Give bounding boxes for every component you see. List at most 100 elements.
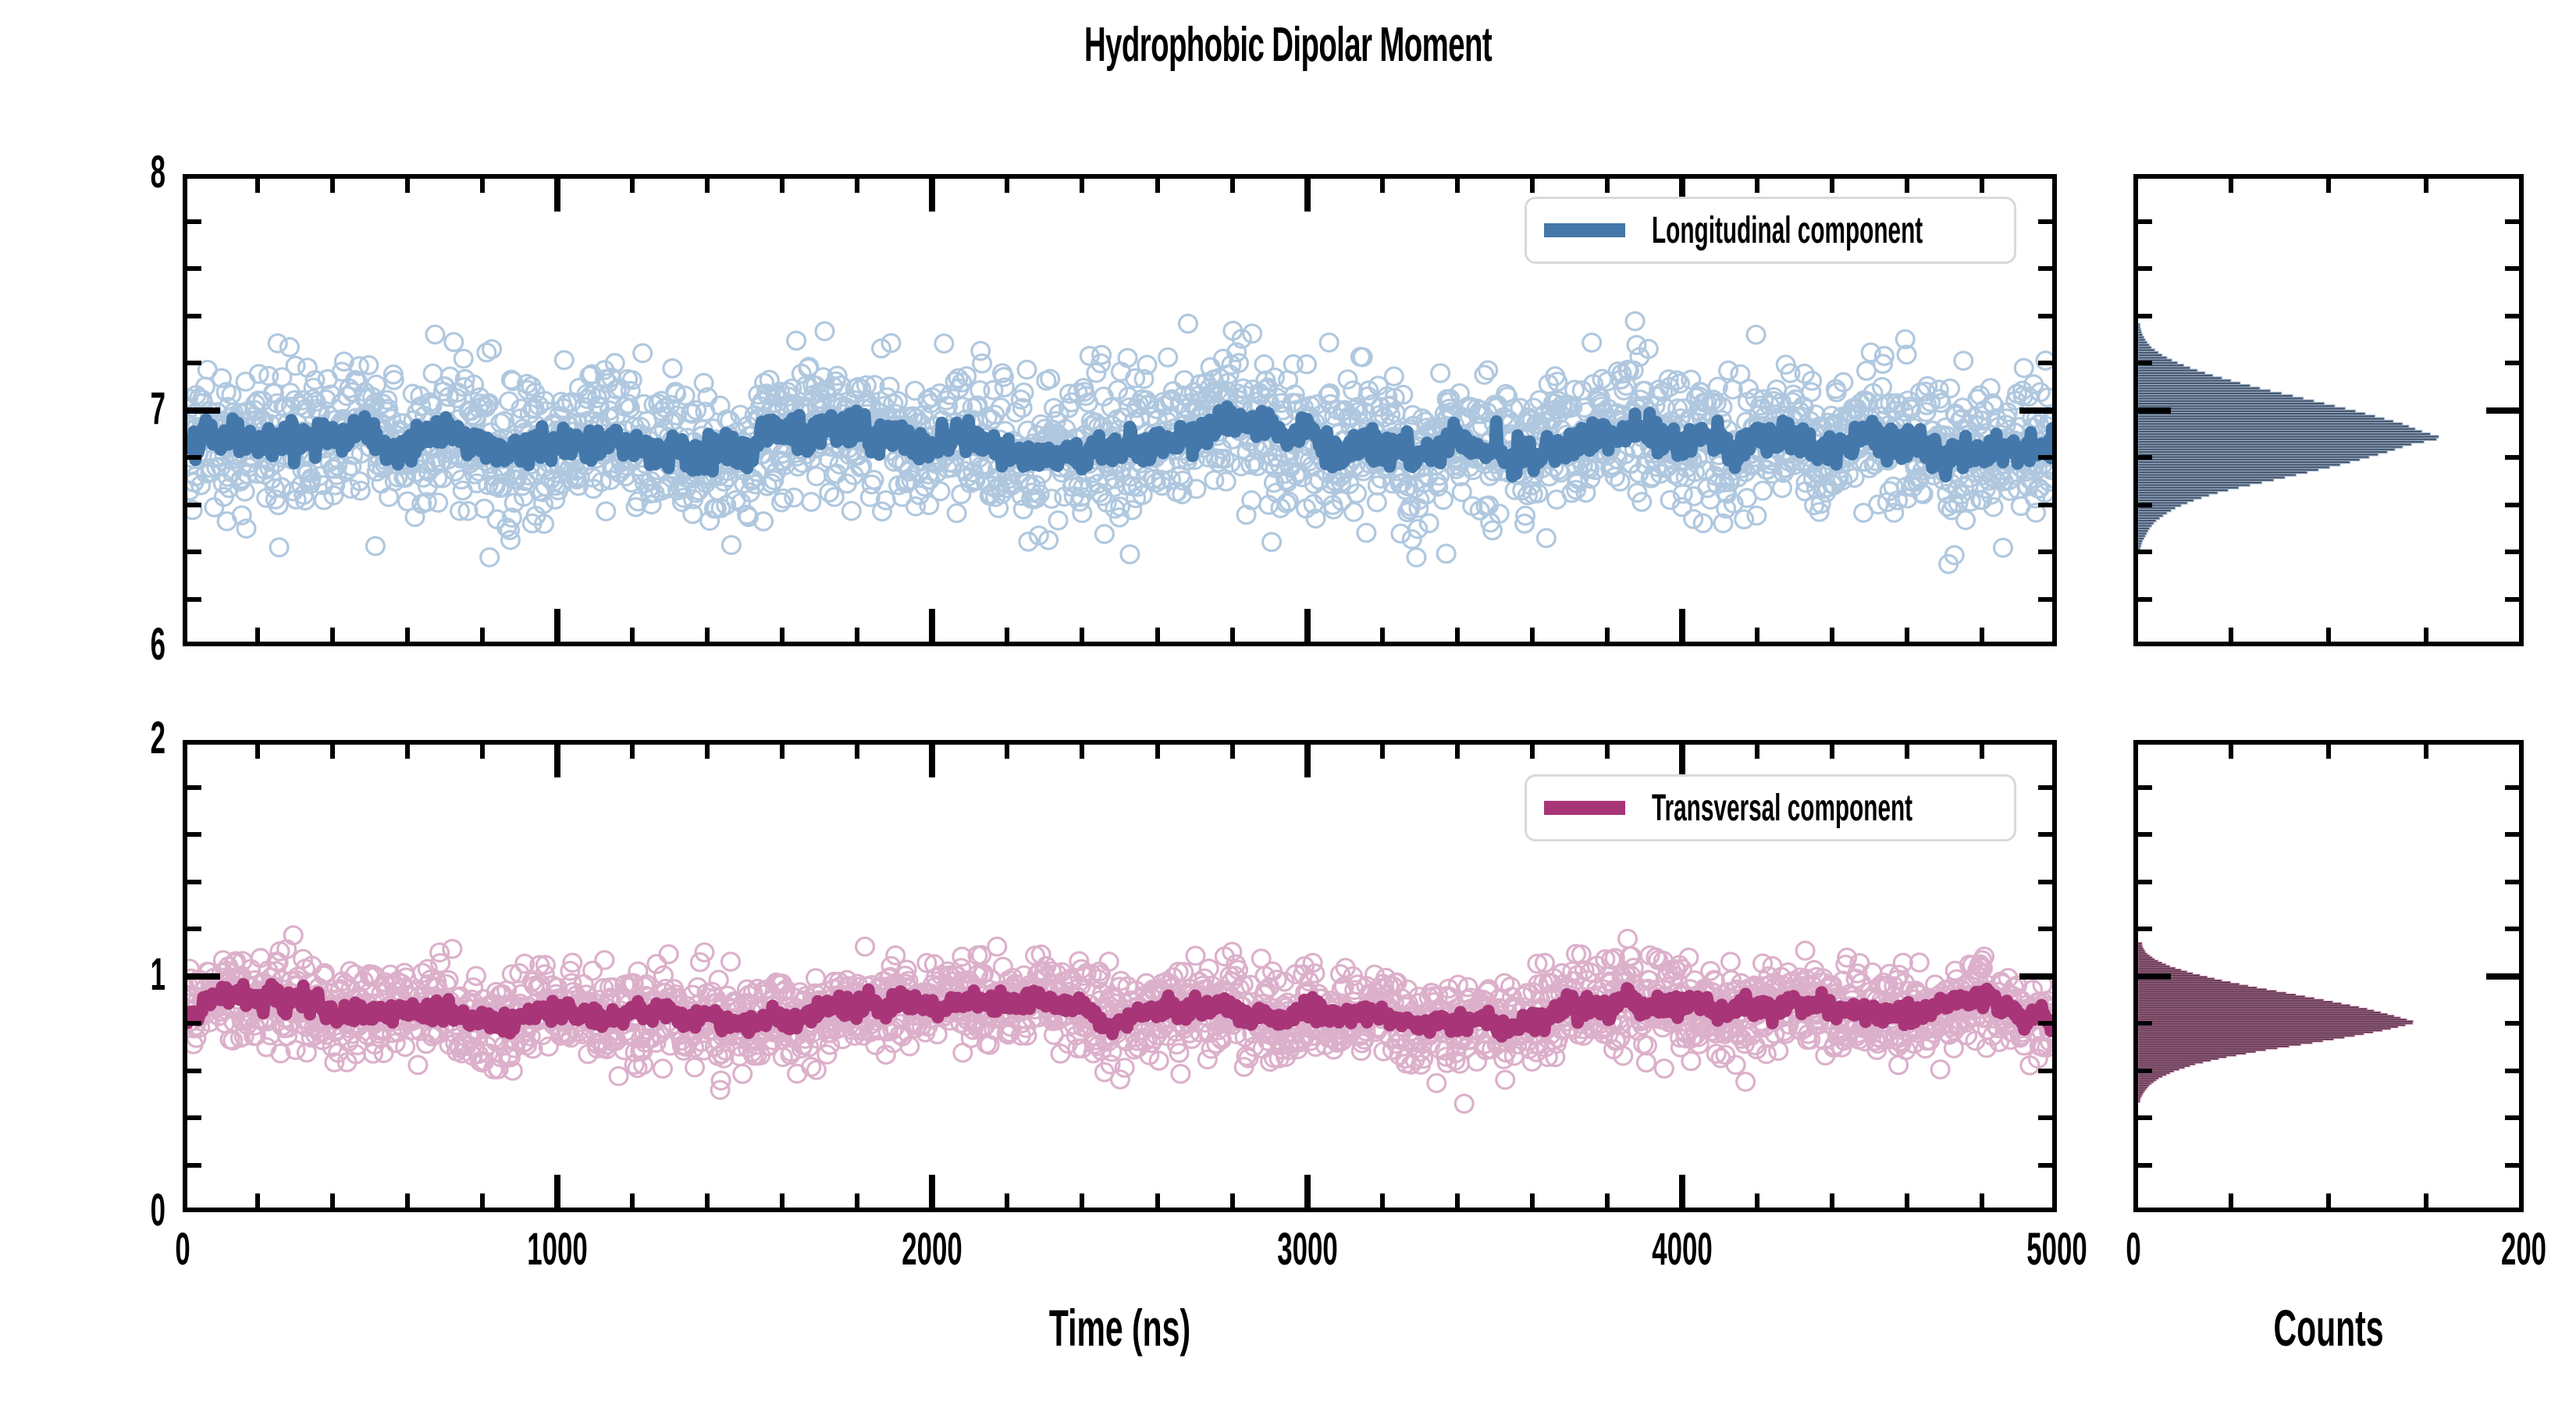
axis-tick (2138, 502, 2152, 507)
axis-tick (2138, 832, 2152, 837)
axis-tick (1080, 628, 1085, 642)
axis-tick (2326, 179, 2331, 193)
axis-tick (1604, 745, 1610, 759)
axis-tick (330, 745, 336, 759)
axis-tick (2229, 628, 2233, 642)
axis-tick (1979, 179, 1984, 193)
axis-tick (2229, 179, 2233, 193)
axis-tick (480, 179, 486, 193)
legend-transversal[interactable]: Transversal component (1525, 774, 2016, 841)
axis-tick (2138, 1162, 2152, 1168)
legend-longitudinal[interactable]: Longitudinal component (1525, 197, 2016, 264)
axis-tick (2424, 628, 2428, 642)
axis-tick (2038, 361, 2052, 365)
axis-tick (2229, 745, 2233, 759)
axis-tick (1229, 1193, 1235, 1208)
x-axis-label-time: Time (ns) (1048, 1299, 1191, 1357)
axis-tick (2038, 550, 2052, 554)
axis-tick (2424, 1193, 2428, 1208)
axis-tick (2505, 361, 2519, 365)
axis-tick (705, 1193, 710, 1208)
axis-tick (2038, 455, 2052, 460)
axis-tick (187, 502, 201, 507)
axis-tick (2326, 745, 2331, 759)
axis-tick (855, 179, 860, 193)
axis-tick (1904, 1193, 1909, 1208)
axis-tick (2038, 784, 2052, 790)
axis-tick (2019, 407, 2052, 414)
axis-tick (855, 628, 860, 642)
axis-tick (630, 628, 635, 642)
axis-tick (187, 596, 201, 602)
axis-tick (1678, 609, 1685, 642)
axis-tick (187, 407, 220, 414)
axis-tick (554, 745, 561, 777)
chart-title: Hydrophobic Dipolar Moment (1083, 18, 1493, 72)
axis-tick (405, 1193, 411, 1208)
axis-tick (2505, 596, 2519, 602)
axis-tick (1155, 628, 1160, 642)
axis-tick (2486, 973, 2519, 980)
axis-tick (2138, 784, 2152, 790)
axis-tick (1304, 745, 1311, 777)
axis-tick (187, 973, 220, 980)
axis-tick (2505, 455, 2519, 460)
axis-tick (1979, 745, 1984, 759)
axis-tick (1529, 745, 1535, 759)
axis-tick (187, 784, 201, 790)
axis-tick (187, 1068, 201, 1073)
axis-tick (1080, 179, 1085, 193)
axis-tick (780, 745, 785, 759)
axis-tick (2326, 1193, 2331, 1208)
histogram-bar (2138, 322, 2140, 327)
axis-tick (2138, 1115, 2152, 1120)
x-axis-label-counts: Counts (2273, 1299, 2384, 1357)
axis-tick (2038, 832, 2052, 837)
axis-tick (1678, 179, 1685, 212)
axis-tick (187, 1115, 201, 1120)
axis-tick (1829, 179, 1834, 193)
axis-tick (1454, 179, 1460, 193)
axis-tick (2486, 407, 2519, 414)
axis-tick (1229, 628, 1235, 642)
x-tick-label: 4000 (1652, 1224, 1713, 1275)
axis-tick (2505, 550, 2519, 554)
axis-tick (2138, 407, 2171, 414)
axis-tick (1379, 628, 1385, 642)
axis-tick (705, 179, 710, 193)
axis-tick (187, 1021, 201, 1026)
axis-tick (1229, 745, 1235, 759)
x-tick-label: 200 (2500, 1224, 2547, 1275)
axis-tick (1454, 628, 1460, 642)
axis-tick (187, 266, 201, 271)
axis-tick (1754, 179, 1759, 193)
transversal-plot-canvas (187, 925, 2052, 1114)
histogram-bar (2138, 941, 2143, 945)
axis-tick (929, 745, 936, 777)
longitudinal-histogram-canvas (2138, 322, 2439, 553)
axis-tick (554, 179, 561, 212)
axis-tick (2138, 596, 2152, 602)
transversal-histogram-panel (2133, 740, 2524, 1212)
legend-label-transversal: Transversal component (1652, 787, 1913, 829)
axis-tick (2038, 1068, 2052, 1073)
axis-tick (187, 313, 201, 318)
longitudinal-histogram-panel (2133, 174, 2524, 646)
axis-tick (2019, 973, 2052, 980)
axis-tick (2505, 266, 2519, 271)
axis-tick (2229, 1193, 2233, 1208)
axis-tick (187, 832, 201, 837)
axis-tick (2138, 973, 2171, 980)
axis-tick (2424, 745, 2428, 759)
axis-tick (2505, 832, 2519, 837)
axis-tick (1904, 745, 1909, 759)
axis-tick (705, 745, 710, 759)
axis-tick (255, 179, 261, 193)
axis-tick (1829, 1193, 1834, 1208)
y-tick-label: 1 (150, 948, 165, 1000)
axis-tick (2138, 879, 2152, 884)
axis-tick (630, 745, 635, 759)
axis-tick (2138, 313, 2152, 318)
y-tick-label: 7 (150, 382, 165, 434)
axis-tick (1678, 1175, 1685, 1208)
